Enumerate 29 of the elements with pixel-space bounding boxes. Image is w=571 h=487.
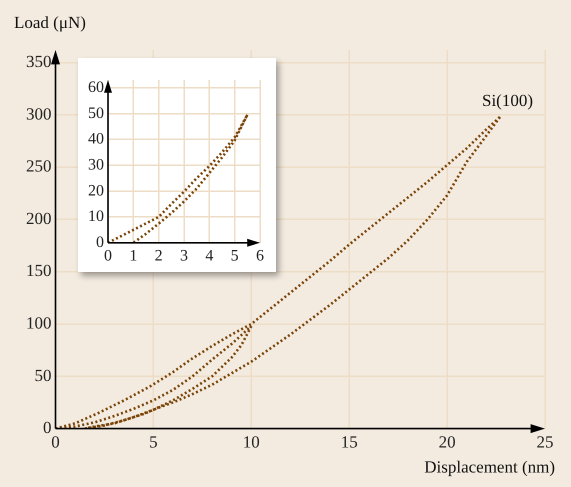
x-axis-title: Displacement (nm) — [424, 458, 555, 477]
annotation: Si(100) — [482, 91, 533, 110]
y-tick-label: 350 — [26, 52, 52, 72]
y-tick-label: 0 — [96, 234, 104, 252]
x-tick-label: 20 — [438, 432, 456, 452]
x-tick-label: 5 — [230, 248, 239, 265]
x-tick-label: 1 — [129, 248, 138, 265]
y-tick-label: 20 — [88, 182, 104, 200]
y-tick-label: 300 — [26, 104, 52, 124]
y-tick-label: 40 — [88, 130, 104, 148]
x-tick-label: 4 — [205, 248, 214, 265]
y-tick-label: 50 — [88, 104, 104, 122]
y-tick-label: 250 — [26, 156, 52, 176]
y-tick-label: 30 — [88, 156, 104, 174]
x-tick-label: 3 — [180, 248, 188, 265]
x-tick-label: 10 — [242, 432, 260, 452]
x-tick-label: 6 — [256, 248, 264, 265]
x-tick-label: 5 — [149, 432, 158, 452]
y-tick-label: 0 — [43, 418, 52, 438]
x-tick-label: 15 — [340, 432, 358, 452]
y-tick-label: 10 — [88, 208, 104, 226]
x-tick-label: 2 — [154, 248, 163, 265]
y-tick-label: 100 — [26, 313, 52, 332]
y-tick-label: 60 — [88, 78, 104, 96]
y-tick-label: 50 — [34, 366, 52, 385]
y-tick-label: 200 — [26, 208, 52, 228]
x-tick-label: 25 — [536, 432, 554, 452]
y-axis-title: Load (μN) — [14, 13, 86, 32]
y-tick-label: 150 — [26, 261, 52, 280]
